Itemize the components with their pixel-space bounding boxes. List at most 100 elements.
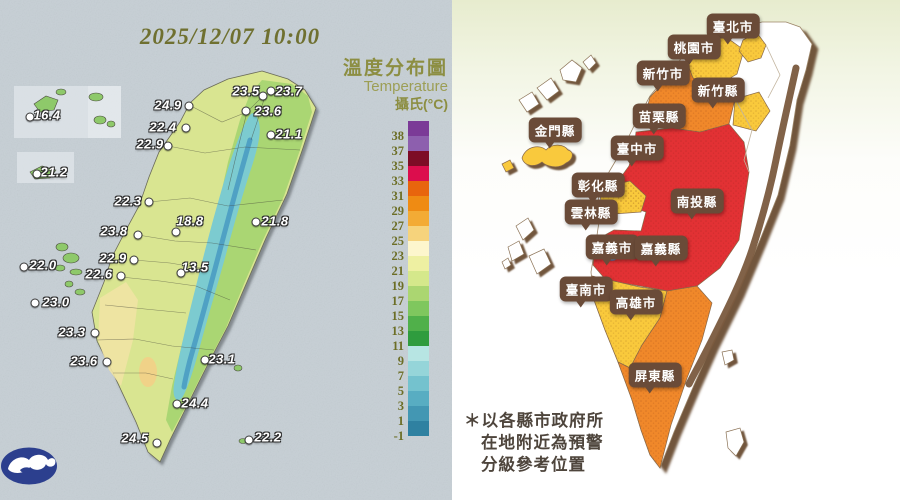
county-label-bubble: 彰化縣: [571, 172, 625, 204]
legend-color-cell: [408, 361, 429, 376]
station-dot: [181, 123, 191, 133]
map-timestamp: 2025/12/07 10:00: [139, 24, 321, 49]
legend-tick-label: 29: [391, 204, 405, 218]
county-label-bubble: 屏東縣: [628, 362, 682, 394]
county-borders: [96, 92, 301, 380]
station-temperature-label: 13.5: [181, 259, 209, 275]
station-temperature-label: 23.6: [70, 353, 98, 369]
county-label-bubble: 新竹市: [636, 60, 690, 92]
legend-tick-label: 23: [391, 249, 405, 263]
station-temperature-label: 22.0: [29, 257, 57, 273]
legend-title-block: 溫度分布圖 Temperature 攝氏(°C): [318, 58, 448, 113]
legend-tick-label: 7: [397, 369, 404, 383]
station-temperature-label: 23.8: [100, 223, 128, 239]
legend-color-cell: [408, 376, 429, 391]
legend-color-cell: [408, 166, 429, 181]
station-temperature-label: 22.9: [136, 136, 164, 152]
station-dot: [244, 435, 254, 445]
station-temperature-label: 22.3: [114, 193, 142, 209]
legend-tick-label: 38: [391, 129, 405, 143]
station-dot: [90, 328, 100, 338]
station-dot: [25, 112, 35, 122]
legend-color-cell: [408, 241, 429, 256]
legend-tick-label: 27: [391, 219, 405, 233]
station-dot: [102, 357, 112, 367]
station-temperature-label: 24.9: [154, 97, 182, 113]
station-dot: [19, 262, 29, 272]
legend-color-cell: [408, 226, 429, 241]
legend-color-cell: [408, 391, 429, 406]
legend-tick-label: 3: [397, 399, 404, 413]
legend-tick-label: 19: [391, 279, 405, 293]
warning-map-panel: 臺北市 桃園市 新竹市 新竹縣 苗栗縣 臺中市 金門縣 彰化縣 雲林縣 南投縣 嘉義市 嘉義縣 臺南市高…: [452, 0, 900, 500]
legend-tick-label: 13: [391, 324, 405, 338]
offshore-islands: [29, 88, 248, 444]
station-dot: [258, 91, 268, 101]
station-temperature-label: 23.7: [275, 83, 303, 99]
footnote-line: 在地附近為預警: [481, 434, 604, 452]
station-temperature-label: 23.0: [42, 294, 70, 310]
station-temperature-label: 23.5: [232, 83, 260, 99]
station-temperature-label: 23.3: [58, 324, 86, 340]
legend-tick-label: 25: [391, 234, 405, 248]
legend-color-cell: [408, 121, 429, 136]
station-temperature-label: 22.2: [254, 429, 282, 445]
county-label-bubble: 新竹縣: [691, 77, 745, 109]
station-dot: [171, 227, 181, 237]
legend-color-cell: [408, 256, 429, 271]
legend-color-cell: [408, 346, 429, 361]
station-temperature-label: 22.6: [85, 266, 113, 282]
legend-color-cell: [408, 136, 429, 151]
mountain-ridge-band: [685, 64, 800, 388]
station-temperature-label: 18.8: [176, 213, 204, 229]
station-dot: [200, 355, 210, 365]
station-dot: [266, 86, 276, 96]
high-mountain-shading: [181, 137, 253, 390]
legend-color-cell: [408, 301, 429, 316]
legend-tick-label: 15: [391, 309, 405, 323]
matsu-islands: [518, 54, 597, 113]
station-dot: [251, 217, 261, 227]
legend-tick-label: 37: [391, 144, 405, 158]
county-label-bubble: 臺南市: [559, 276, 613, 308]
penghu-islands: [501, 217, 552, 275]
legend-tick-label: 35: [391, 159, 405, 173]
footnote-line: 分級參考位置: [481, 456, 586, 474]
station-dot: [30, 298, 40, 308]
station-dot: [163, 141, 173, 151]
station-temperature-label: 21.2: [40, 164, 68, 180]
legend-tick-label: -1: [393, 429, 404, 443]
legend-unit-label: 攝氏(°C): [394, 96, 448, 113]
station-dot: [32, 169, 42, 179]
legend-tick-label: 9: [397, 354, 404, 368]
legend-title-en: Temperature: [363, 78, 448, 96]
legend-tick-label: 33: [391, 174, 405, 188]
kinmen-island: [501, 144, 573, 173]
temperature-map-panel: 2025/12/07 10:00 溫度分布圖 Temperature 攝氏(°C…: [0, 0, 452, 500]
county-label-bubble: 苗栗縣: [632, 103, 686, 135]
legend-color-cell: [408, 271, 429, 286]
legend-tick-label: 21: [391, 264, 405, 278]
county-label-bubble: 嘉義市: [585, 234, 639, 266]
footnote: ＊以各縣市政府所 在地附近為預警 分級參考位置: [464, 410, 604, 476]
station-temperature-label: 23.6: [254, 103, 282, 119]
legend-tick-label: 5: [397, 384, 404, 398]
legend-color-cell: [408, 286, 429, 301]
legend-color-cell: [408, 331, 429, 346]
county-label-bubble: 金門縣: [528, 117, 582, 149]
county-label-bubble: 雲林縣: [564, 199, 618, 231]
legend-tick-label: 17: [391, 294, 405, 308]
county-label-bubble: 高雄市: [609, 289, 663, 321]
station-temperature-label: 24.5: [121, 430, 149, 446]
station-temperature-label: 21.1: [275, 126, 303, 142]
legend-title-zh: 溫度分布圖: [342, 58, 448, 79]
station-dot: [241, 106, 251, 116]
taiwan-temperature-map: [0, 0, 452, 500]
station-temperature-label: 16.4: [33, 107, 61, 123]
taiwan-warning-map: [501, 21, 813, 469]
station-dot: [176, 268, 186, 278]
station-dot: [144, 197, 154, 207]
foothills-shading: [166, 80, 312, 432]
station-temperature-label: 24.4: [181, 395, 209, 411]
